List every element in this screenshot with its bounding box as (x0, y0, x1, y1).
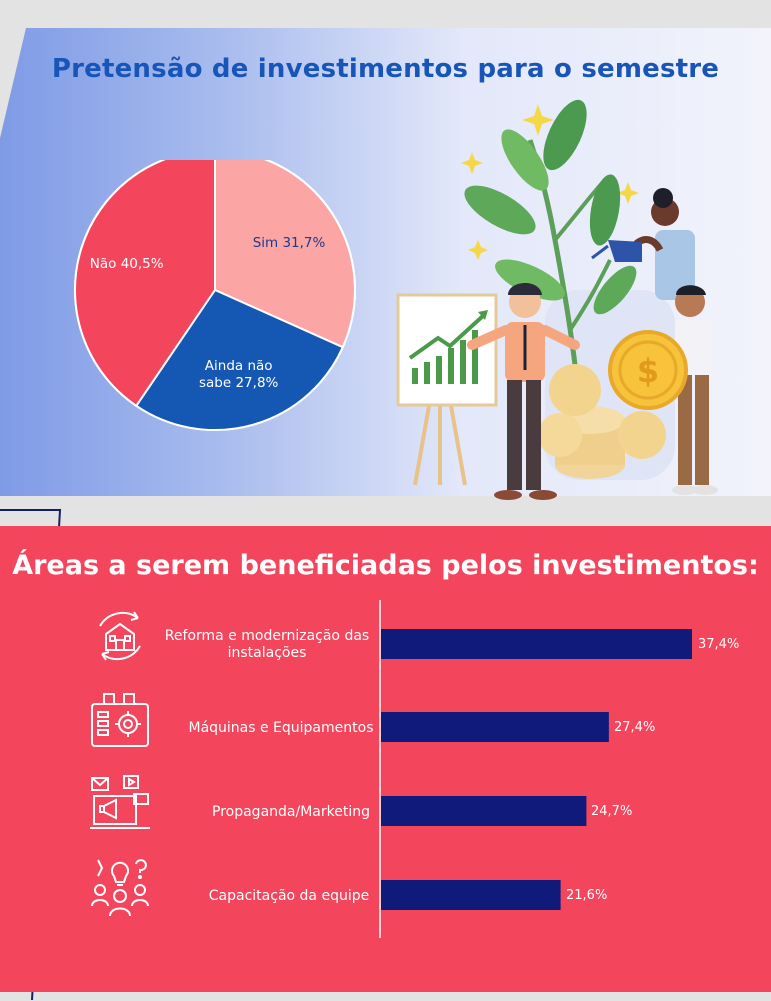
category-label-propaganda: Propaganda/Marketing (212, 804, 370, 820)
easel-chart-graphic (396, 293, 498, 486)
category-label-capacitacao: Capacitação da equipe (208, 888, 370, 904)
coin-stack-graphic (538, 364, 666, 479)
value-label-capacitacao: 21,6% (566, 888, 608, 903)
value-label-propaganda: 24,7% (591, 804, 633, 819)
value-label-maquinas: 27,4% (614, 720, 656, 735)
bar-capacitacao (381, 880, 561, 910)
bar-propaganda (381, 796, 587, 826)
building-renovation-icon (99, 611, 141, 661)
pie-section-title: Pretensão de investimentos para o semest… (51, 54, 720, 84)
pie-label-sim: Sim 31,7% (253, 235, 326, 251)
marketing-megaphone-icon (90, 775, 150, 829)
team-training-icon (91, 859, 149, 917)
pie-label-ainda-nao-sabe: Ainda não sabe 27,8% (199, 358, 279, 391)
category-label-maquinas: Máquinas e Equipamentos (188, 720, 374, 736)
bar-reforma (381, 629, 692, 659)
svg-text:$: $ (637, 352, 659, 390)
machine-gear-icon (91, 693, 149, 747)
man-presenting-graphic (467, 282, 580, 500)
pie-slice-nao (74, 160, 216, 408)
bar-maquinas (381, 712, 609, 742)
pie-label-nao: Não 40,5% (90, 256, 164, 272)
corner-shape (0, 28, 26, 138)
category-label-reforma: Reforma e modernização das instalações (164, 628, 370, 661)
pie-slice-ainda-nao-sabe (134, 288, 345, 431)
investment-illustration: $ (396, 99, 718, 500)
pie-chart: Sim 31,7% Ainda não sabe 27,8% Não 40,5% (74, 160, 356, 431)
sparkle-icons (461, 104, 639, 260)
bar-section-title: Áreas a serem beneficiadas pelos investi… (12, 550, 759, 581)
woman-watering-graphic (591, 188, 695, 300)
value-label-reforma: 37,4% (698, 637, 740, 652)
man-with-coin-graphic: $ (608, 285, 718, 495)
bar-section-background (0, 526, 771, 992)
